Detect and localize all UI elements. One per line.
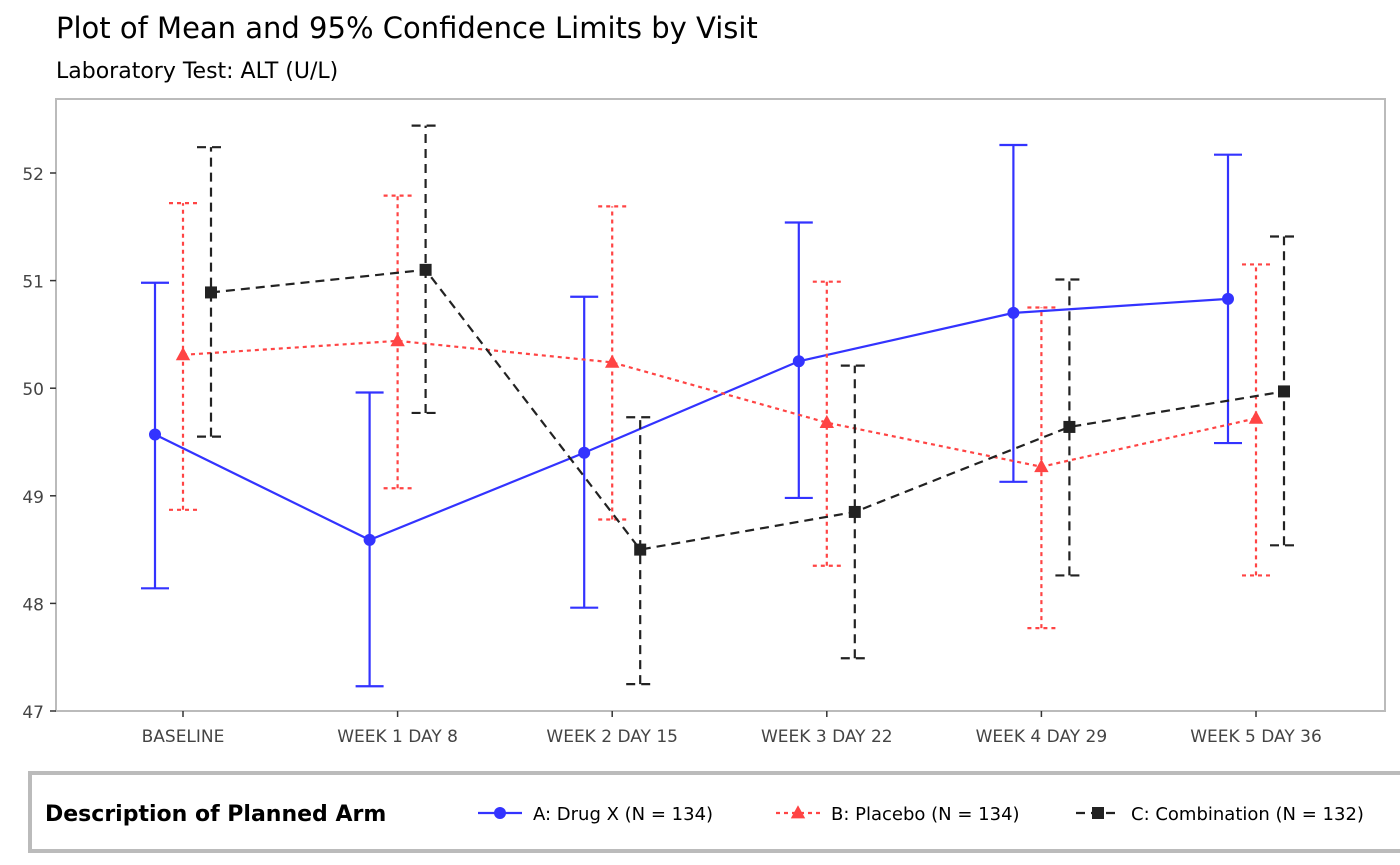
mean-point — [419, 263, 432, 276]
y-tick-label: 47 — [22, 703, 44, 723]
mean-point — [819, 414, 834, 429]
legend-item: A: Drug X (N = 134) — [478, 804, 713, 825]
legend-item: C: Combination (N = 132) — [1076, 804, 1364, 825]
legend-title: Description of Planned Arm — [45, 802, 386, 827]
series-square — [197, 124, 1298, 686]
mean-point — [175, 347, 191, 361]
series-triangle — [169, 194, 1270, 630]
x-tick-label: WEEK 2 DAY 15 — [546, 727, 678, 747]
y-tick-label: 48 — [22, 595, 44, 615]
mean-point — [363, 533, 376, 546]
mean-point — [605, 354, 620, 368]
y-tick-label: 52 — [22, 165, 44, 185]
mean-point — [634, 543, 647, 556]
legend-label: B: Placebo (N = 134) — [831, 804, 1020, 825]
mean-point — [1222, 292, 1234, 305]
mean-point — [848, 505, 861, 518]
y-tick-label: 49 — [22, 488, 44, 508]
legend-item: B: Placebo (N = 134) — [776, 804, 1020, 825]
plot-panel — [55, 98, 1386, 712]
y-tick-label: 51 — [22, 273, 44, 293]
chart-subtitle: Laboratory Test: ALT (U/L) — [56, 59, 338, 84]
legend-box — [28, 771, 1400, 853]
x-tick-label: WEEK 4 DAY 29 — [976, 727, 1108, 747]
mean-point — [205, 286, 217, 299]
mean-point — [792, 355, 805, 368]
legend-marker — [790, 805, 806, 819]
legend-label: C: Combination (N = 132) — [1131, 804, 1364, 825]
mean-point — [1034, 458, 1049, 473]
x-tick-label: WEEK 3 DAY 22 — [761, 727, 893, 747]
x-tick-label: BASELINE — [142, 727, 225, 747]
mean-point — [1063, 420, 1076, 433]
mean-point — [390, 333, 405, 347]
legend-marker — [494, 807, 506, 819]
mean-point — [578, 446, 591, 459]
chart-title: Plot of Mean and 95% Confidence Limits b… — [56, 11, 758, 45]
mean-point — [1007, 306, 1020, 319]
legend-marker — [1092, 807, 1104, 819]
y-tick-label: 50 — [22, 380, 44, 400]
legend: Description of Planned Arm A: Drug X (N … — [28, 771, 1400, 853]
x-tick-label: WEEK 5 DAY 36 — [1190, 727, 1322, 747]
mean-point — [1278, 385, 1290, 398]
x-tick-label: WEEK 1 DAY 8 — [337, 727, 458, 747]
mean-line — [182, 339, 1257, 468]
mean-point — [149, 428, 161, 441]
mean-line — [154, 297, 1229, 542]
legend-label: A: Drug X (N = 134) — [533, 804, 713, 825]
mean-line — [210, 268, 1285, 551]
series-circle — [141, 143, 1242, 688]
mean-point — [1248, 410, 1264, 424]
